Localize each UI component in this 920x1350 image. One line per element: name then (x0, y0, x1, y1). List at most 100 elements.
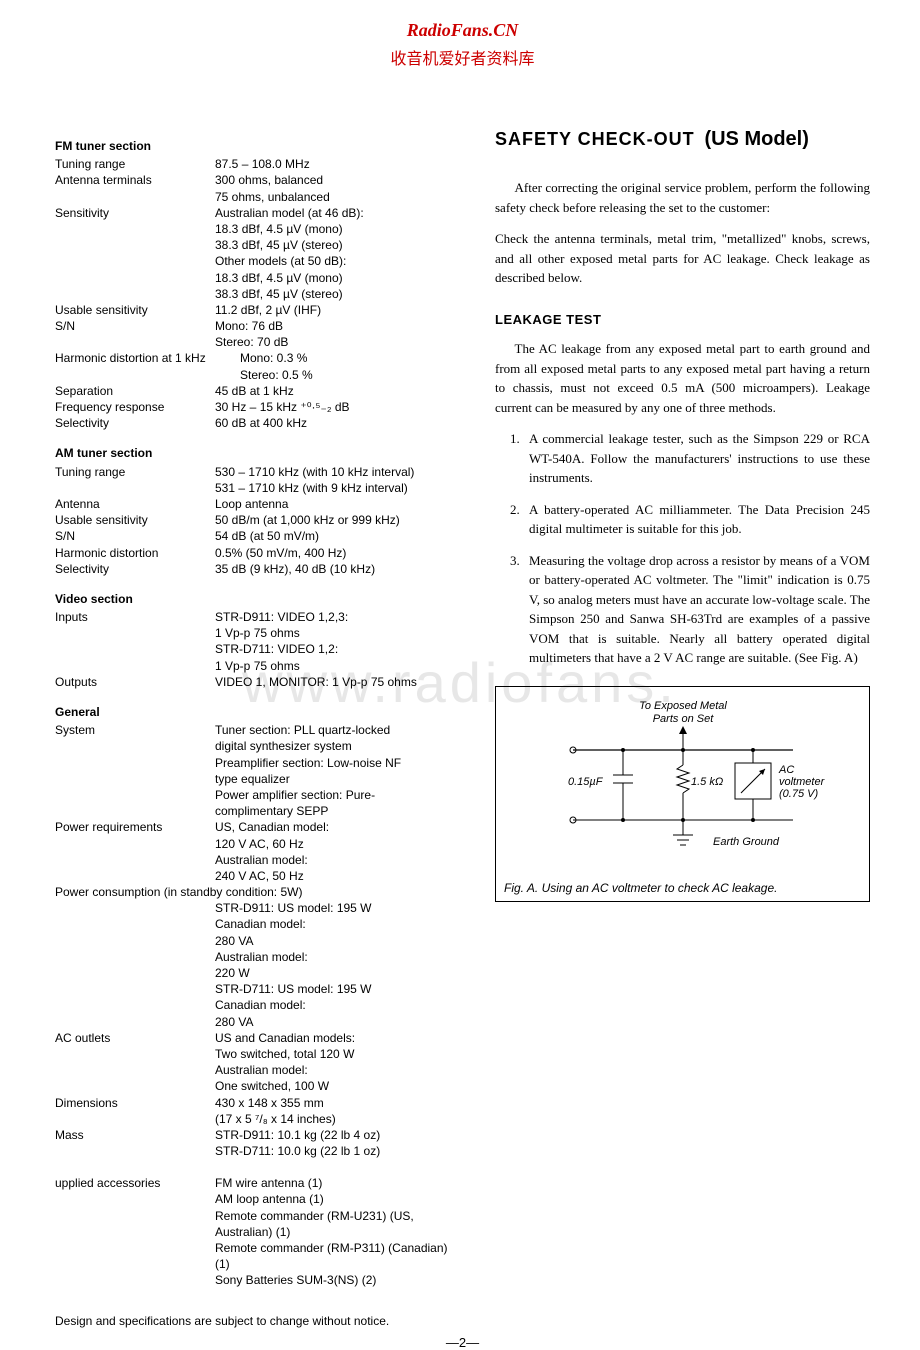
video-section-title: Video section (55, 591, 455, 607)
spec-row: OutputsVIDEO 1, MONITOR: 1 Vp-p 75 ohms (55, 674, 455, 690)
spec-value: 35 dB (9 kHz), 40 dB (10 kHz) (215, 561, 455, 577)
spec-row: AC outletsUS and Canadian models: Two sw… (55, 1030, 455, 1095)
safety-title-row: SAFETY CHECK-OUT (US Model) (495, 124, 870, 154)
spec-label: Power consumption (in standby condition:… (55, 884, 455, 900)
spec-value: 50 dB/m (at 1,000 kHz or 999 kHz) (215, 512, 455, 528)
spec-label: Usable sensitivity (55, 512, 215, 528)
spec-value: US, Canadian model: 120 V AC, 60 Hz Aust… (215, 819, 455, 884)
spec-label: AC outlets (55, 1030, 215, 1095)
spec-row: S/N54 dB (at 50 mV/m) (55, 528, 455, 544)
spec-value: 0.5% (50 mV/m, 400 Hz) (215, 545, 455, 561)
spec-value: 30 Hz – 15 kHz ⁺⁰·⁵₋₂ dB (215, 399, 455, 415)
spec-value: STR-D911: VIDEO 1,2,3: 1 Vp-p 75 ohms ST… (215, 609, 455, 674)
spec-label: Mass (55, 1127, 215, 1159)
figure-caption: Fig. A. Using an AC voltmeter to check A… (504, 879, 861, 897)
spec-label: Harmonic distortion (55, 545, 215, 561)
spec-value: FM wire antenna (1) AM loop antenna (1) … (215, 1175, 455, 1288)
fm-section-title: FM tuner section (55, 138, 455, 154)
list-item: A battery-operated AC milliammeter. The … (523, 500, 870, 539)
spec-row: Power requirementsUS, Canadian model: 12… (55, 819, 455, 884)
specifications-column: FM tuner section Tuning range87.5 – 108.… (55, 124, 455, 1329)
circuit-diagram: To Exposed Metal Parts on Set (513, 695, 853, 875)
spec-label: Tuning range (55, 464, 215, 496)
svg-text:To Exposed Metal: To Exposed Metal (639, 700, 727, 712)
page-number: —2— (55, 1335, 870, 1350)
spec-label: Dimensions (55, 1095, 215, 1127)
spec-row: Tuning range530 – 1710 kHz (with 10 kHz … (55, 464, 455, 496)
footer-disclaimer: Design and specifications are subject to… (55, 1313, 455, 1329)
spec-label: Selectivity (55, 561, 215, 577)
spec-label: Usable sensitivity (55, 302, 215, 318)
spec-value: Australian model (at 46 dB): 18.3 dBf, 4… (215, 205, 455, 302)
svg-text:Earth Ground: Earth Ground (713, 836, 780, 848)
spec-value: 87.5 – 108.0 MHz (215, 156, 455, 172)
spec-row: Dimensions430 x 148 x 355 mm (17 x 5 ⁷/₈… (55, 1095, 455, 1127)
leakage-intro: The AC leakage from any exposed metal pa… (495, 339, 870, 417)
spec-value: 54 dB (at 50 mV/m) (215, 528, 455, 544)
spec-row: InputsSTR-D911: VIDEO 1,2,3: 1 Vp-p 75 o… (55, 609, 455, 674)
spec-label: Sensitivity (55, 205, 215, 302)
safety-model: (US Model) (704, 128, 808, 150)
spec-label: Power requirements (55, 819, 215, 884)
spec-row: Usable sensitivity11.2 dBf, 2 µV (IHF) (55, 302, 455, 318)
safety-title: SAFETY CHECK-OUT (495, 129, 695, 149)
spec-row: Frequency response30 Hz – 15 kHz ⁺⁰·⁵₋₂ … (55, 399, 455, 415)
svg-text:Parts on Set: Parts on Set (652, 713, 713, 725)
safety-check-paragraph: Check the antenna terminals, metal trim,… (495, 229, 870, 288)
spec-label: Selectivity (55, 415, 215, 431)
spec-row: Selectivity60 dB at 400 kHz (55, 415, 455, 431)
header-subtitle: 收音机爱好者资料库 (55, 45, 870, 69)
spec-label: S/N (55, 528, 215, 544)
svg-text:1.5 kΩ: 1.5 kΩ (691, 776, 723, 788)
spec-value: Tuner section: PLL quartz-locked digital… (215, 722, 455, 819)
leakage-heading: LEAKAGE TEST (495, 310, 870, 330)
spec-label: Separation (55, 383, 215, 399)
spec-row: Usable sensitivity50 dB/m (at 1,000 kHz … (55, 512, 455, 528)
spec-label: S/N (55, 318, 215, 350)
safety-intro: After correcting the original service pr… (495, 178, 870, 217)
spec-row: SystemTuner section: PLL quartz-locked d… (55, 722, 455, 819)
svg-text:(0.75 V): (0.75 V) (779, 788, 818, 800)
figure-a: To Exposed Metal Parts on Set (495, 686, 870, 902)
spec-row: S/NMono: 76 dB Stereo: 70 dB (55, 318, 455, 350)
spec-value: 300 ohms, balanced 75 ohms, unbalanced (215, 172, 455, 204)
list-item: A commercial leakage tester, such as the… (523, 429, 870, 488)
spec-value: 60 dB at 400 kHz (215, 415, 455, 431)
spec-label: Harmonic distortion at 1 kHz (55, 350, 240, 382)
spec-value: STR-D911: 10.1 kg (22 lb 4 oz) STR-D711:… (215, 1127, 455, 1159)
spec-label: Antenna terminals (55, 172, 215, 204)
spec-value: 11.2 dBf, 2 µV (IHF) (215, 302, 455, 318)
spec-value: 45 dB at 1 kHz (215, 383, 455, 399)
header-site: RadioFans.CN (55, 20, 870, 41)
spec-value: VIDEO 1, MONITOR: 1 Vp-p 75 ohms (215, 674, 455, 690)
svg-text:voltmeter: voltmeter (779, 776, 826, 788)
spec-value: 430 x 148 x 355 mm (17 x 5 ⁷/₈ x 14 inch… (215, 1095, 455, 1127)
spec-value: STR-D911: US model: 195 W Canadian model… (55, 900, 455, 1030)
spec-value: 530 – 1710 kHz (with 10 kHz interval) 53… (215, 464, 455, 496)
leakage-methods-list: A commercial leakage tester, such as the… (495, 429, 870, 668)
svg-text:AC: AC (778, 764, 794, 776)
spec-row: Selectivity35 dB (9 kHz), 40 dB (10 kHz) (55, 561, 455, 577)
page-header: RadioFans.CN 收音机爱好者资料库 (55, 20, 870, 69)
spec-row: Power consumption (in standby condition:… (55, 884, 455, 1030)
list-item: Measuring the voltage drop across a resi… (523, 551, 870, 668)
spec-label: Inputs (55, 609, 215, 674)
safety-column: SAFETY CHECK-OUT (US Model) After correc… (495, 124, 870, 1329)
svg-text:0.15µF: 0.15µF (568, 776, 604, 788)
spec-value: Mono: 76 dB Stereo: 70 dB (215, 318, 455, 350)
spec-label: Outputs (55, 674, 215, 690)
spec-row: Tuning range87.5 – 108.0 MHz (55, 156, 455, 172)
spec-row: Antenna terminals300 ohms, balanced 75 o… (55, 172, 455, 204)
spec-row: MassSTR-D911: 10.1 kg (22 lb 4 oz) STR-D… (55, 1127, 455, 1159)
am-section-title: AM tuner section (55, 445, 455, 461)
spec-label: Frequency response (55, 399, 215, 415)
spec-row: AntennaLoop antenna (55, 496, 455, 512)
spec-row: SensitivityAustralian model (at 46 dB): … (55, 205, 455, 302)
spec-row: Harmonic distortion at 1 kHzMono: 0.3 % … (55, 350, 455, 382)
spec-value: Mono: 0.3 % Stereo: 0.5 % (240, 350, 455, 382)
spec-label: Antenna (55, 496, 215, 512)
spec-value: Loop antenna (215, 496, 455, 512)
spec-value: US and Canadian models: Two switched, to… (215, 1030, 455, 1095)
spec-label: upplied accessories (55, 1175, 215, 1288)
spec-label: System (55, 722, 215, 819)
